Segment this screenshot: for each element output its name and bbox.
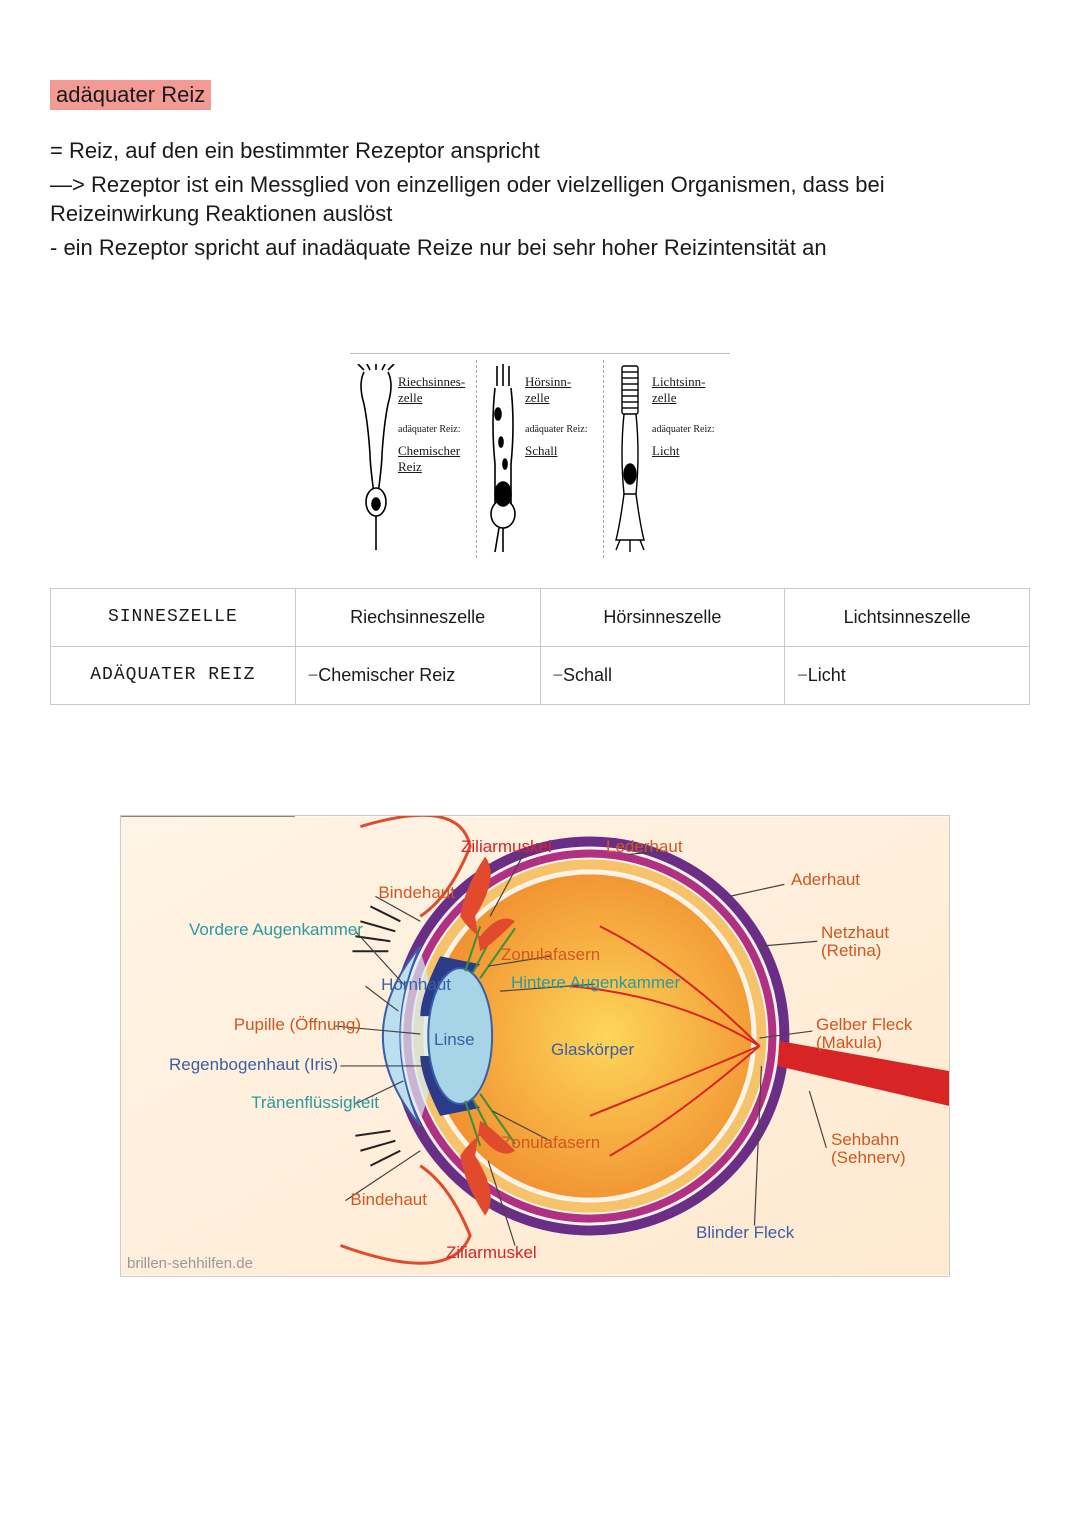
table-row-header: ADÄQUATER REIZ bbox=[51, 646, 296, 704]
eye-figure-title: Aufbau des Auges bbox=[121, 816, 295, 847]
eye-label-hornhaut: Hornhaut bbox=[291, 976, 451, 995]
cell-column: Lichtsinn- zelle adäquater Reiz: Licht bbox=[603, 360, 730, 558]
eye-label-bindehaut_top: Bindehaut bbox=[295, 884, 455, 903]
eye-label-netzhaut: Netzhaut(Retina) bbox=[821, 924, 889, 961]
eye-label-zonulafasern_bot: Zonulafasern bbox=[501, 1134, 600, 1153]
eye-label-lederhaut: Lederhaut bbox=[606, 838, 683, 857]
eye-label-bindehaut_bot: Bindehaut bbox=[267, 1191, 427, 1210]
cell-column: Hörsinn- zelle adäquater Reiz: Schall bbox=[476, 360, 603, 558]
eye-label-zonulafasern_top: Zonulafasern bbox=[501, 946, 600, 965]
table-cell: Lichtsinneszelle bbox=[785, 588, 1030, 646]
cell-labels: Hörsinn- zelle adäquater Reiz: Schall bbox=[525, 374, 587, 459]
body-text: = Reiz, auf den ein bestimmter Rezeptor … bbox=[50, 136, 1030, 263]
body-line: = Reiz, auf den ein bestimmter Rezeptor … bbox=[50, 136, 1030, 166]
eye-label-iris: Regenbogenhaut (Iris) bbox=[169, 1056, 329, 1075]
eye-label-aderhaut: Aderhaut bbox=[791, 871, 860, 890]
table-cell: −Chemischer Reiz bbox=[295, 646, 540, 704]
eye-label-ziliarmuskel_top: Ziliarmuskel bbox=[461, 838, 552, 857]
sensory-cells-figure: Riechsinnes- zelle adäquater Reiz: Chemi… bbox=[350, 353, 730, 558]
eye-label-traenen: Tränenflüssigkeit bbox=[219, 1094, 379, 1113]
table-row-header: SINNESZELLE bbox=[51, 588, 296, 646]
eye-label-linse: Linse bbox=[434, 1031, 475, 1050]
table-cell: −Schall bbox=[540, 646, 785, 704]
cell-labels: Lichtsinn- zelle adäquater Reiz: Licht bbox=[652, 374, 714, 459]
senses-table: SINNESZELLE Riechsinneszelle Hörsinnesze… bbox=[50, 588, 1030, 705]
eye-label-blinder_fleck: Blinder Fleck bbox=[696, 1224, 794, 1243]
table-cell: Hörsinneszelle bbox=[540, 588, 785, 646]
table-cell: Riechsinneszelle bbox=[295, 588, 540, 646]
eye-label-sehbahn: Sehbahn(Sehnerv) bbox=[831, 1131, 906, 1168]
table-cell: −Licht bbox=[785, 646, 1030, 704]
eye-label-hak: Hintere Augenkammer bbox=[511, 974, 680, 993]
eye-anatomy-figure: Aufbau des Auges bbox=[120, 815, 950, 1277]
eye-label-ziliarmuskel_bot: Ziliarmuskel bbox=[446, 1244, 537, 1263]
eye-label-pupille: Pupille (Öffnung) bbox=[201, 1016, 361, 1035]
body-line: - ein Rezeptor spricht auf inadäquate Re… bbox=[50, 233, 1030, 263]
eye-label-vak: Vordere Augenkammer bbox=[189, 921, 349, 940]
eye-label-gelber_fleck: Gelber Fleck(Makula) bbox=[816, 1016, 912, 1053]
eye-label-glaskoerper: Glaskörper bbox=[551, 1041, 634, 1060]
body-line: —> Rezeptor ist ein Messglied von einzel… bbox=[50, 170, 1030, 229]
section-heading: adäquater Reiz bbox=[50, 80, 211, 110]
cell-labels: Riechsinnes- zelle adäquater Reiz: Chemi… bbox=[398, 374, 465, 476]
cell-column: Riechsinnes- zelle adäquater Reiz: Chemi… bbox=[350, 360, 476, 558]
eye-figure-credit: brillen-sehhilfen.de bbox=[127, 1255, 253, 1272]
